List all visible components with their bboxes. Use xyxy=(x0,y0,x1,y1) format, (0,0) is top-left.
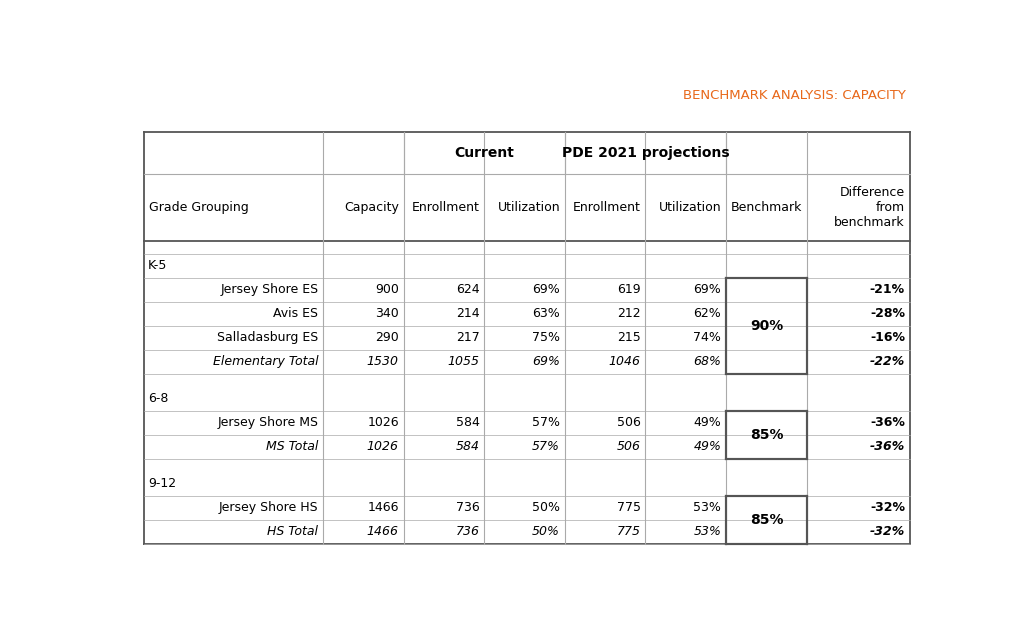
Text: 506: 506 xyxy=(616,440,641,453)
Text: 57%: 57% xyxy=(532,440,560,453)
Text: -21%: -21% xyxy=(869,283,905,296)
Text: 1026: 1026 xyxy=(368,416,399,429)
Text: 775: 775 xyxy=(616,501,641,514)
Text: Benchmark: Benchmark xyxy=(731,201,802,214)
Text: -36%: -36% xyxy=(869,440,905,453)
Text: 775: 775 xyxy=(616,526,641,539)
Text: K-5: K-5 xyxy=(147,259,167,272)
Text: 736: 736 xyxy=(456,526,479,539)
Text: Jersey Shore HS: Jersey Shore HS xyxy=(219,501,318,514)
Text: 900: 900 xyxy=(375,283,399,296)
Text: 50%: 50% xyxy=(532,526,560,539)
Text: 63%: 63% xyxy=(532,307,560,320)
Text: 75%: 75% xyxy=(532,332,560,345)
Text: 1026: 1026 xyxy=(367,440,399,453)
Text: 619: 619 xyxy=(617,283,641,296)
Text: 290: 290 xyxy=(375,332,399,345)
Text: 584: 584 xyxy=(456,440,479,453)
Text: 1466: 1466 xyxy=(367,526,399,539)
Text: 736: 736 xyxy=(456,501,479,514)
Text: 62%: 62% xyxy=(693,307,721,320)
Text: -28%: -28% xyxy=(870,307,905,320)
Text: 624: 624 xyxy=(456,283,479,296)
Text: 215: 215 xyxy=(616,332,641,345)
Text: Difference
from
benchmark: Difference from benchmark xyxy=(835,186,905,229)
Text: PDE 2021 projections: PDE 2021 projections xyxy=(561,146,729,160)
Text: 90%: 90% xyxy=(750,319,783,333)
Text: 6-8: 6-8 xyxy=(147,392,168,406)
Text: 69%: 69% xyxy=(532,355,560,368)
Text: Utilization: Utilization xyxy=(498,201,560,214)
Text: 53%: 53% xyxy=(693,526,721,539)
Text: 57%: 57% xyxy=(532,416,560,429)
Text: Capacity: Capacity xyxy=(344,201,399,214)
Text: BENCHMARK ANALYSIS: CAPACITY: BENCHMARK ANALYSIS: CAPACITY xyxy=(683,89,905,102)
Text: Enrollment: Enrollment xyxy=(572,201,641,214)
Text: 1530: 1530 xyxy=(367,355,399,368)
Text: 68%: 68% xyxy=(693,355,721,368)
Text: 85%: 85% xyxy=(750,513,783,527)
Text: Jersey Shore MS: Jersey Shore MS xyxy=(217,416,318,429)
Text: 50%: 50% xyxy=(532,501,560,514)
Text: Utilization: Utilization xyxy=(658,201,721,214)
Text: -32%: -32% xyxy=(869,526,905,539)
Text: Salladasburg ES: Salladasburg ES xyxy=(217,332,318,345)
Text: Current: Current xyxy=(455,146,514,160)
Text: -22%: -22% xyxy=(869,355,905,368)
Text: 1466: 1466 xyxy=(368,501,399,514)
Text: Enrollment: Enrollment xyxy=(412,201,479,214)
Text: -16%: -16% xyxy=(870,332,905,345)
Text: 85%: 85% xyxy=(750,428,783,442)
Text: Elementary Total: Elementary Total xyxy=(213,355,318,368)
Text: 214: 214 xyxy=(456,307,479,320)
Text: 49%: 49% xyxy=(693,440,721,453)
Text: 49%: 49% xyxy=(693,416,721,429)
Text: Avis ES: Avis ES xyxy=(273,307,318,320)
Text: 506: 506 xyxy=(616,416,641,429)
Text: 340: 340 xyxy=(375,307,399,320)
Text: 74%: 74% xyxy=(693,332,721,345)
Text: 1055: 1055 xyxy=(447,355,479,368)
Text: 217: 217 xyxy=(456,332,479,345)
Text: HS Total: HS Total xyxy=(267,526,318,539)
Text: MS Total: MS Total xyxy=(266,440,318,453)
Text: 69%: 69% xyxy=(693,283,721,296)
Text: Grade Grouping: Grade Grouping xyxy=(148,201,249,214)
Text: 1046: 1046 xyxy=(608,355,641,368)
Text: 9-12: 9-12 xyxy=(147,478,176,490)
Text: 69%: 69% xyxy=(532,283,560,296)
Text: -36%: -36% xyxy=(870,416,905,429)
Text: -32%: -32% xyxy=(870,501,905,514)
Text: Jersey Shore ES: Jersey Shore ES xyxy=(220,283,318,296)
Text: 584: 584 xyxy=(456,416,479,429)
Text: 212: 212 xyxy=(617,307,641,320)
Text: 53%: 53% xyxy=(693,501,721,514)
